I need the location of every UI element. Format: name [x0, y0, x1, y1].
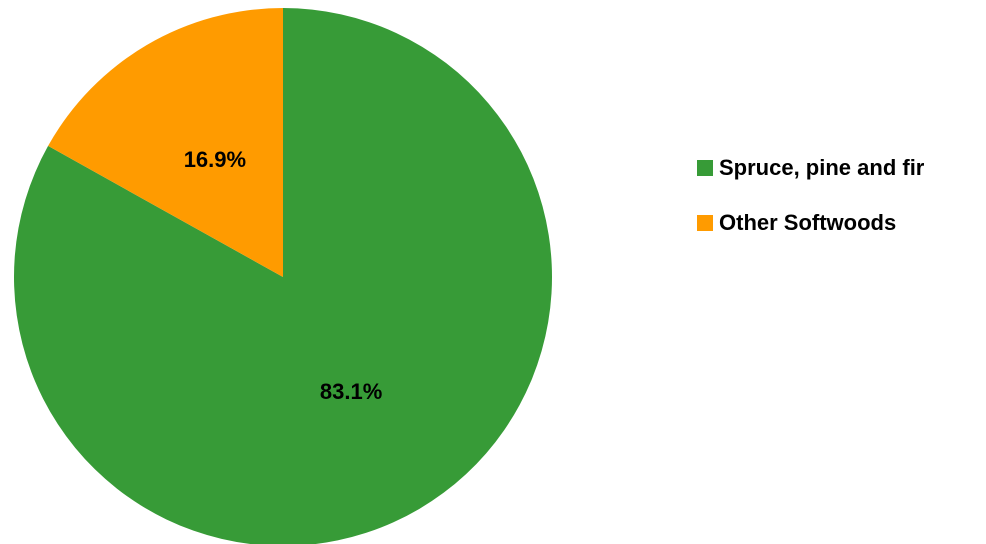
legend-item-other-softwoods: Other Softwoods: [697, 208, 924, 238]
legend-label-other-softwoods: Other Softwoods: [719, 210, 897, 235]
data-label-other-softwoods: 16.9%: [184, 147, 246, 172]
legend: Spruce, pine and fir Other Softwoods: [697, 153, 924, 263]
pie-slices: [14, 8, 553, 544]
legend-item-spruce-pine-fir: Spruce, pine and fir: [697, 153, 924, 183]
data-label-spruce-pine-fir: 83.1%: [320, 379, 382, 404]
legend-swatch-other-softwoods: [697, 215, 713, 231]
legend-label-spruce-pine-fir: Spruce, pine and fir: [719, 155, 925, 180]
pie-slice-spruce-pine-fir: [14, 8, 553, 544]
pie-data-labels: 83.1% 16.9%: [184, 147, 383, 404]
legend-swatch-spruce-pine-fir: [697, 160, 713, 176]
pie-slice-other-softwoods: [48, 8, 283, 277]
